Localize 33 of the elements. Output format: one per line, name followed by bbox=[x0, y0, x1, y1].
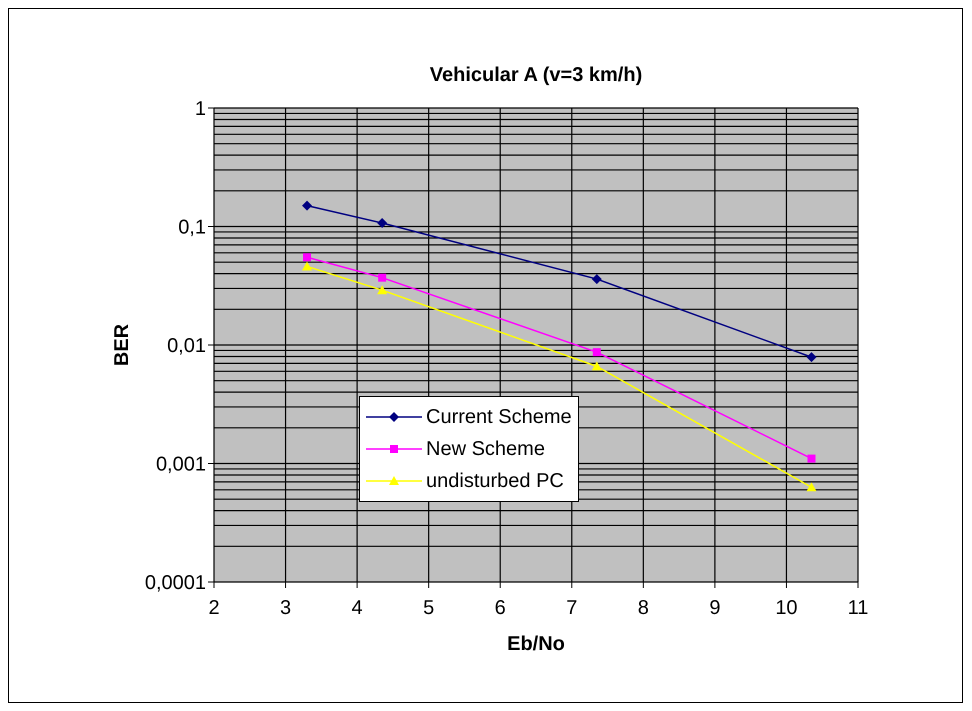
y-tick-label: 1 bbox=[194, 98, 206, 120]
x-tick-label: 8 bbox=[638, 597, 649, 620]
y-tick-label: 0,0001 bbox=[144, 572, 206, 594]
legend-label: Current Scheme bbox=[426, 406, 572, 428]
point bbox=[377, 218, 388, 228]
x-tick-label: 11 bbox=[848, 597, 868, 620]
y-tick-label: 0,1 bbox=[178, 216, 206, 239]
x-axis-title: Eb/No bbox=[507, 633, 565, 655]
y-tick-label: 0,001 bbox=[156, 454, 206, 476]
point bbox=[302, 200, 312, 211]
chart-title: Vehicular A (v=3 km/h) bbox=[428, 64, 644, 87]
point bbox=[592, 348, 601, 356]
point bbox=[592, 361, 602, 370]
x-tick-label: 6 bbox=[494, 597, 506, 620]
x-tick-label: 2 bbox=[208, 597, 220, 620]
point bbox=[807, 454, 816, 463]
point bbox=[806, 352, 816, 362]
x-tick-label: 9 bbox=[709, 597, 720, 620]
legend-label: New Scheme bbox=[426, 438, 545, 460]
point bbox=[592, 274, 602, 284]
x-tick-label: 4 bbox=[352, 597, 363, 620]
x-tick-label: 10 bbox=[775, 597, 798, 620]
point bbox=[302, 261, 312, 270]
point bbox=[806, 482, 816, 492]
point bbox=[378, 274, 386, 282]
x-tick-label: 7 bbox=[566, 597, 578, 620]
y-axis-title: BER bbox=[111, 323, 134, 366]
x-tick-label: 3 bbox=[280, 597, 292, 620]
legend-label: undisturbed PC bbox=[426, 470, 564, 492]
point bbox=[377, 285, 388, 294]
x-tick-label: 5 bbox=[423, 597, 434, 620]
y-tick-label: 0,01 bbox=[167, 335, 206, 358]
point bbox=[303, 253, 312, 262]
